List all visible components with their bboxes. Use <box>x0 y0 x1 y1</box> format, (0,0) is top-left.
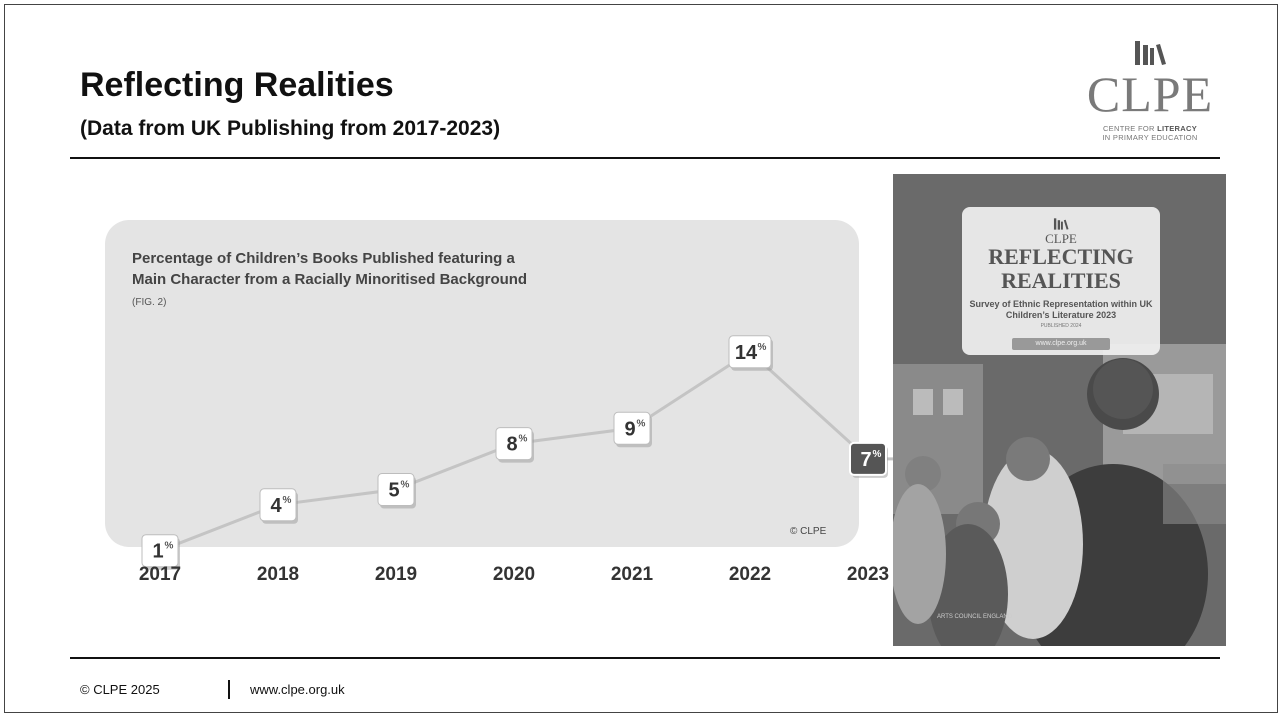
data-label-unit: % <box>283 495 292 506</box>
chart-title-text: Percentage of Children’s Books Published… <box>132 250 528 288</box>
footer-separator <box>228 680 230 699</box>
slide-title: Reflecting Realities <box>80 66 394 104</box>
cover-title-line1: REFLECTING <box>988 244 1134 269</box>
cover-subtitle: Survey of Ethnic Representation within U… <box>969 299 1153 320</box>
data-label-unit: % <box>637 418 646 429</box>
x-tick-label: 2019 <box>375 564 417 585</box>
cover-brand: CLPE <box>1045 231 1077 246</box>
cover-url: www.clpe.org.uk <box>1012 338 1110 350</box>
slide-frame <box>4 4 1278 713</box>
chart-credit: © CLPE <box>790 526 827 537</box>
x-tick-label: 2018 <box>257 564 299 585</box>
logo-tagline-bold: LITERACY <box>1157 124 1198 133</box>
data-label-unit: % <box>401 480 410 491</box>
data-label-box <box>728 335 772 369</box>
x-tick-label: 2021 <box>611 564 654 585</box>
chart-fig-label: (FIG. 2) <box>132 297 167 308</box>
x-tick-label: 2017 <box>139 564 181 585</box>
logo-tagline-part2: IN PRIMARY EDUCATION <box>1102 133 1198 142</box>
data-label-box <box>613 411 651 445</box>
cover-funder: ARTS COUNCIL ENGLAND <box>937 614 1013 620</box>
data-label-box <box>849 441 887 476</box>
footer-copyright: © CLPE 2025 <box>80 682 160 697</box>
report-cover-image: CLPE REFLECTING REALITIES Survey of Ethn… <box>893 174 1226 646</box>
data-label-box <box>377 473 415 506</box>
data-label: 7 <box>860 449 871 471</box>
top-divider <box>70 157 1220 159</box>
logo-tagline-part1: CENTRE FOR <box>1102 124 1155 133</box>
data-label-unit: % <box>519 434 528 445</box>
data-label-box <box>259 488 297 522</box>
data-label: 8 <box>506 434 517 456</box>
bottom-divider <box>70 657 1220 659</box>
slide-subtitle: (Data from UK Publishing from 2017-2023) <box>80 117 501 140</box>
data-label-unit: % <box>758 342 767 353</box>
cover-title-line2: REALITIES <box>1001 268 1121 293</box>
footer-url: www.clpe.org.uk <box>250 682 345 697</box>
cover-illustration <box>893 174 1226 646</box>
x-tick-label: 2022 <box>729 564 771 585</box>
data-label-unit: % <box>873 449 882 460</box>
data-label: 4 <box>270 495 282 517</box>
data-label: 14 <box>735 342 758 364</box>
clpe-logo: CLPE CENTRE FOR LITERACY IN PRIMARY EDUC… <box>1085 35 1215 150</box>
chart-title: Percentage of Children’s Books Published… <box>132 248 532 313</box>
data-label: 1 <box>152 541 163 563</box>
cover-published: PUBLISHED 2024 <box>1040 323 1082 329</box>
chart-panel <box>105 220 859 547</box>
data-label: 9 <box>624 418 635 440</box>
books-icon <box>1135 41 1166 65</box>
data-label-box <box>141 534 179 568</box>
x-tick-label: 2023 <box>847 564 889 585</box>
data-label: 5 <box>388 480 399 502</box>
cover-title-card: CLPE REFLECTING REALITIES Survey of Ethn… <box>962 207 1160 355</box>
x-tick-label: 2020 <box>493 564 535 585</box>
logo-wordmark: CLPE <box>1086 66 1214 122</box>
data-label-unit: % <box>165 541 174 552</box>
logo-tagline: CENTRE FOR LITERACY IN PRIMARY EDUCATION <box>1085 124 1215 142</box>
cover-books-icon <box>1053 218 1069 230</box>
data-label-box <box>495 427 533 461</box>
